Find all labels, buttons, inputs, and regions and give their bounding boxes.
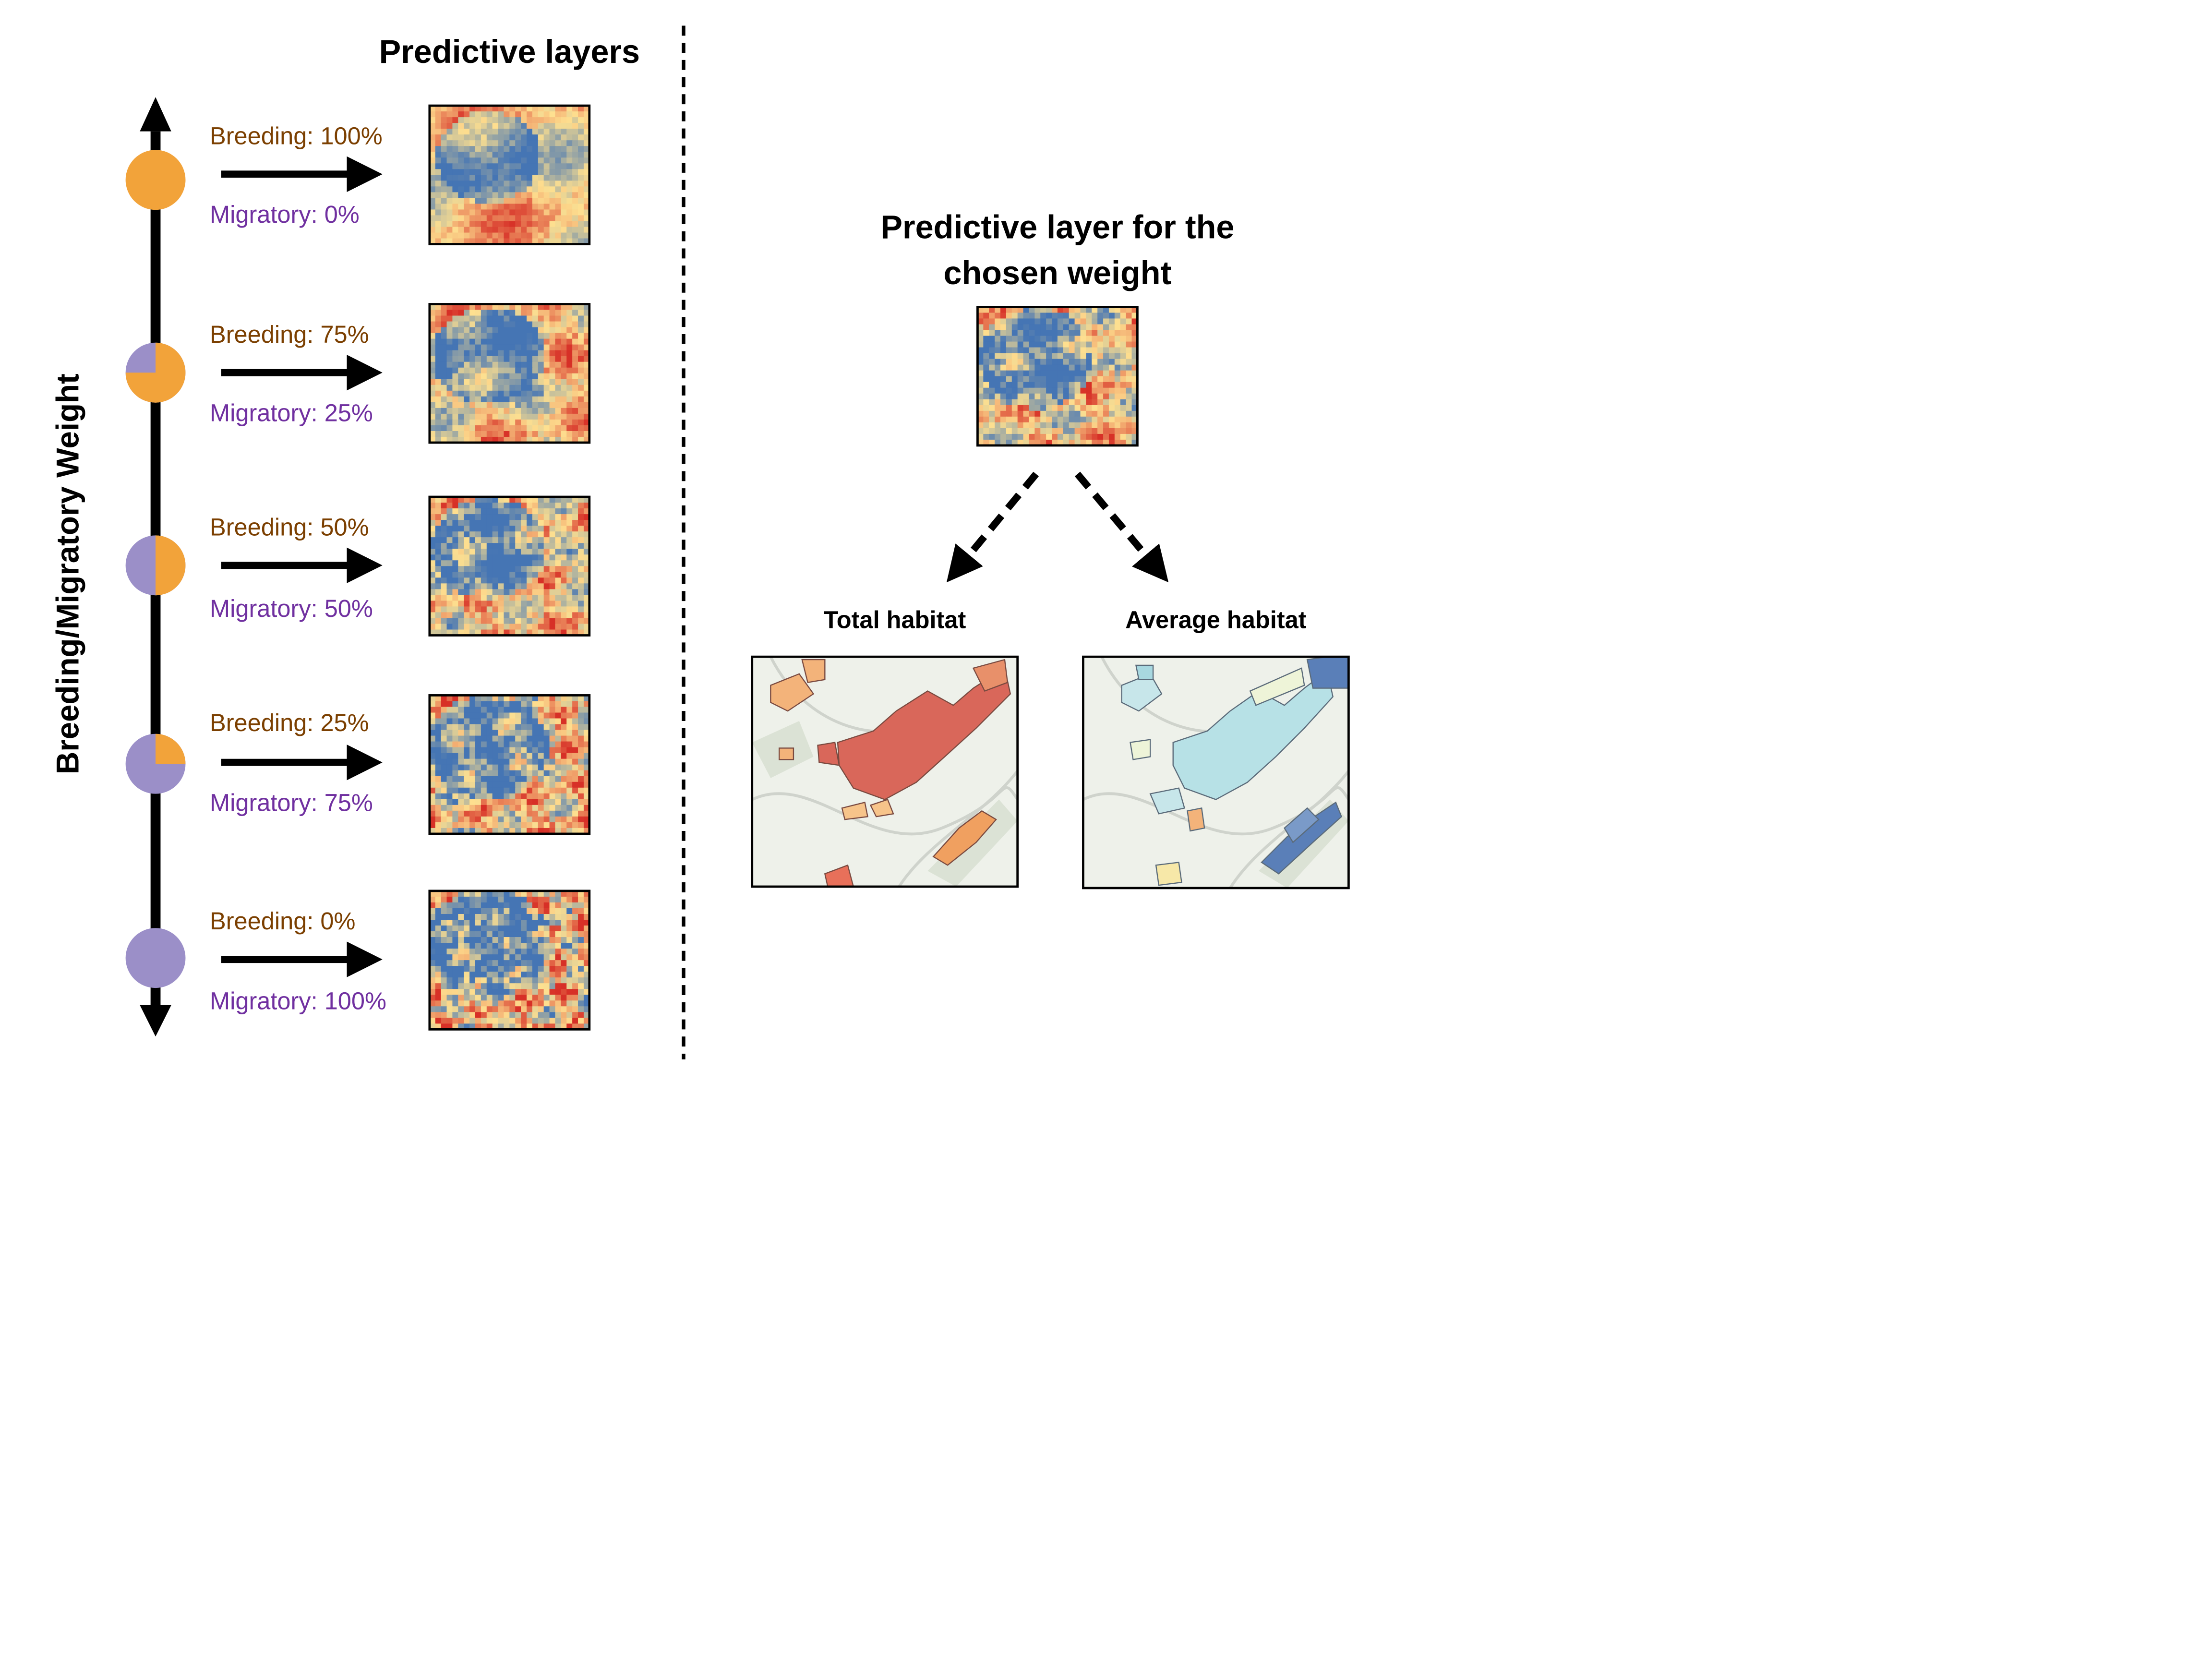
axis-arrow-down-icon [140,1005,171,1037]
migratory-slice [125,928,186,988]
predictive-layer-map [428,303,591,444]
predictive-layer-map [428,890,591,1031]
weight-pie-chart [125,928,186,988]
weight-row-2: Breeding: 75% Migratory: 25% [125,303,591,444]
weight-row-1: Breeding: 100% Migratory: 0% [125,104,591,245]
migratory-label: Migratory: 25% [210,399,373,426]
total-habitat-title: Total habitat [824,606,966,634]
breeding-label: Breeding: 75% [210,321,369,348]
weight-pie-chart [125,733,186,794]
predictive-layer-map [428,495,591,637]
total-habitat-map [751,655,1019,888]
migratory-label: Migratory: 75% [210,789,373,816]
breeding-label: Breeding: 0% [210,907,355,935]
breeding-slice [125,342,186,403]
breeding-label: Breeding: 25% [210,709,369,736]
dashed-arrow-left-icon [946,471,1039,583]
chosen-predictive-layer-map [976,306,1139,447]
weight-row-3: Breeding: 50% Migratory: 50% [125,495,591,637]
weight-pie-chart [125,535,186,596]
chosen-layer-title-line1: Predictive layer for the [880,209,1234,246]
chosen-layer-title-line2: chosen weight [944,255,1172,291]
breeding-slice [156,733,186,764]
breeding-slice [125,150,186,210]
migratory-label: Migratory: 100% [210,987,386,1015]
weight-pie-chart [125,150,186,210]
dashed-arrow-right-icon [1074,471,1169,583]
average-habitat-map [1082,655,1350,890]
predictive-layer-map [428,104,591,245]
average-habitat-title: Average habitat [1125,606,1306,634]
predictive-layers-title: Predictive layers [379,34,640,70]
migratory-label: Migratory: 0% [210,201,360,228]
axis-label: Breeding/Migratory Weight [50,373,85,774]
migratory-label: Migratory: 50% [210,595,373,622]
weight-pie-chart [125,342,186,403]
weight-row-4: Breeding: 25% Migratory: 75% [125,694,591,835]
predictive-layer-map [428,694,591,835]
breeding-slice [156,535,186,596]
breeding-label: Breeding: 50% [210,513,369,541]
breeding-label: Breeding: 100% [210,122,383,149]
axis-arrow-up-icon [140,97,171,132]
weight-row-5: Breeding: 0% Migratory: 100% [125,890,591,1031]
